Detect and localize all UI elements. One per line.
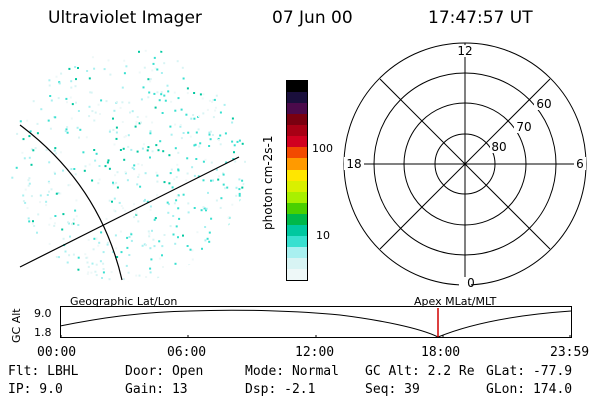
gc-alt-status: GC Alt: 2.2 Re [365,364,475,379]
timeline-tick-2359: 23:59 [550,345,590,360]
colorbar-segment [287,191,307,203]
color-scale-bar [286,80,308,281]
terminator-arc [19,124,123,281]
colorbar-segment [287,246,307,258]
colorbar-segment [287,224,307,236]
dsp-status: Dsp: -2.1 [245,382,316,397]
colorbar-unit-label: photon cm-2s-1 [261,135,275,231]
orbit-altitude-timeline [60,306,572,338]
colorbar-segment [287,269,307,281]
colorbar-segment [287,147,307,159]
colorbar-segment [287,125,307,137]
colorbar-segment [287,235,307,247]
mlat-label-70: 70 [516,120,531,134]
polar-diagonal-line [379,78,551,250]
auroral-emission-pixels [11,49,246,282]
gc-alt-axis-label: GC Alt [10,308,23,343]
colorbar-segment [287,103,307,115]
colorbar-segment [287,92,307,104]
colorbar-segment [287,180,307,192]
mlat-label-80: 80 [491,140,506,154]
colorbar-segment [287,258,307,270]
timeline-tick-0600: 06:00 [167,345,207,360]
colorbar-segment [287,158,307,170]
geographic-latitude-status: GLat: -77.9 [486,364,573,379]
mlat-label-60: 60 [536,97,551,111]
colorbar-segment [287,202,307,214]
timeline-tick-0000: 00:00 [37,345,77,360]
timeline-frame [60,306,572,338]
mlt-label-12: 12 [457,44,472,58]
date-readout: 07 Jun 00 [272,8,353,28]
geographic-lat-lon-label: Geographic Lat/Lon [70,295,178,308]
ip-status: IP: 9.0 [8,382,63,397]
orbit-track-line [19,156,240,268]
gc-alt-min-value: 1.8 [34,326,52,339]
time-readout: 17:47:57 UT [428,8,533,28]
gain-status: Gain: 13 [125,382,188,397]
colorbar-segment [287,169,307,181]
altitude-curve [60,309,572,338]
geographic-image-panel [11,49,246,282]
colorbar-segment [287,81,307,93]
timeline-tick-1200: 12:00 [295,345,335,360]
timeline-tick-1800: 18:00 [421,345,461,360]
app-title: Ultraviolet Imager [48,8,202,28]
colorbar-tick-100: 100 [312,142,333,155]
apex-mlat-mlt-label: Apex MLat/MLT [414,295,497,308]
geographic-longitude-status: GLon: 174.0 [486,382,573,397]
gc-alt-max-value: 9.0 [34,307,52,320]
mode-status: Mode: Normal [245,364,339,379]
filter-status: Flt: LBHL [8,364,79,379]
colorbar-tick-10: 10 [316,229,330,242]
mlt-label-6: 6 [576,157,584,171]
door-status: Door: Open [125,364,204,379]
polar-mlat-mlt-plot: 12 18 6 0 60 70 80 [343,42,587,290]
mlt-label-18: 18 [346,157,361,171]
mlt-label-0: 0 [467,276,475,290]
colorbar-segment [287,114,307,126]
colorbar-segment [287,213,307,225]
colorbar-segment [287,136,307,148]
sequence-status: Seq: 39 [365,382,420,397]
